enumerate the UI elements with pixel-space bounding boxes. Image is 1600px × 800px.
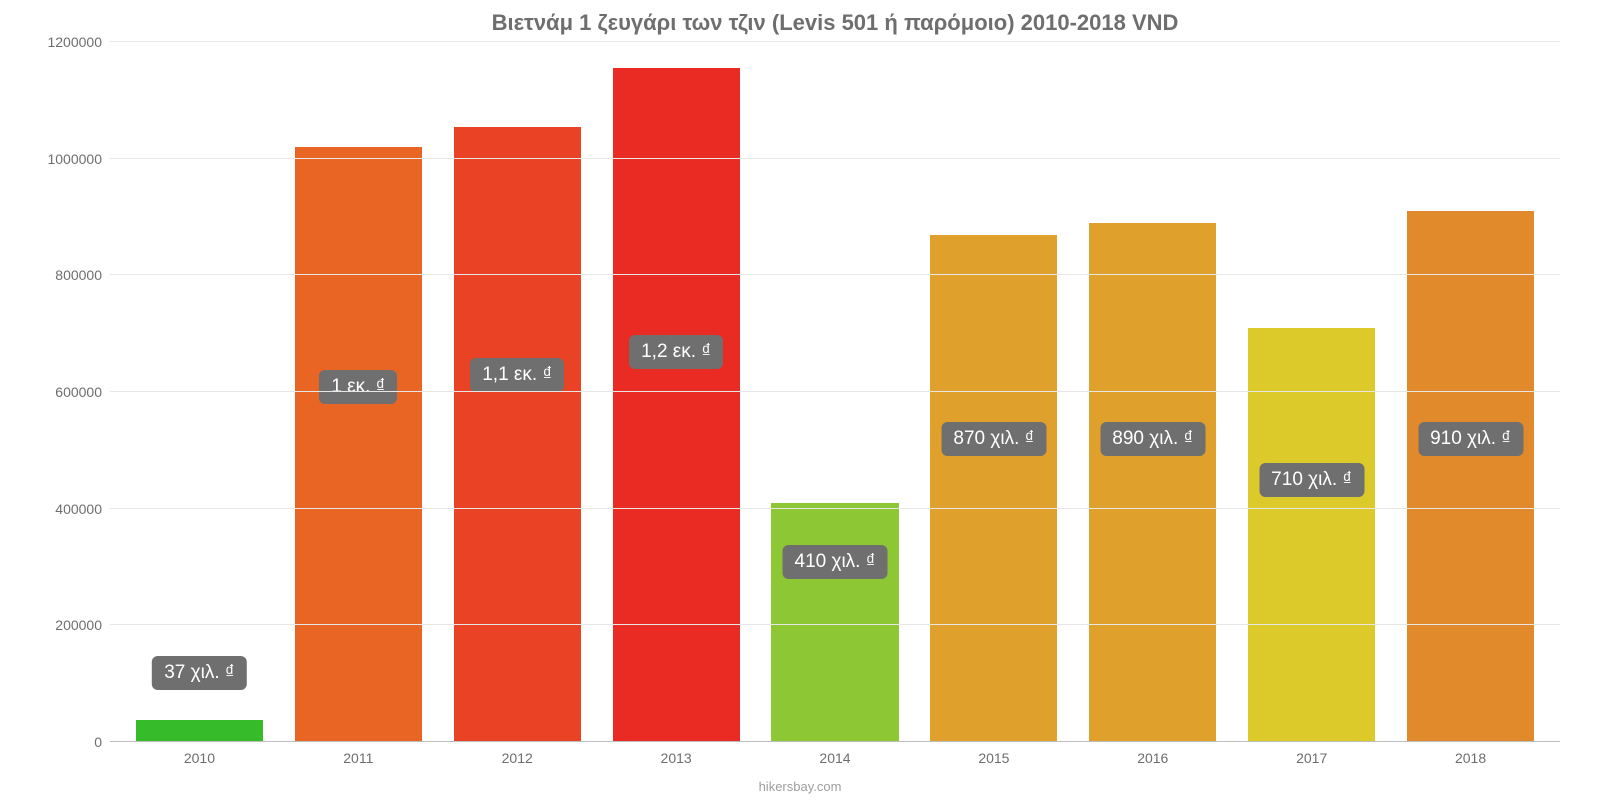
- gridline: [110, 391, 1560, 392]
- attribution-text: hikersbay.com: [759, 779, 842, 794]
- y-tick-label: 200000: [55, 617, 110, 633]
- gridline: [110, 158, 1560, 159]
- bar-value-badge: 1 εκ. ₫: [319, 370, 397, 404]
- bar: [771, 503, 898, 742]
- bar-slot: 1,1 εκ. ₫2012: [438, 42, 597, 742]
- bar-slot: 37 χιλ. ₫2010: [120, 42, 279, 742]
- y-tick-label: 1000000: [47, 151, 110, 167]
- x-tick-label: 2015: [978, 750, 1009, 766]
- y-tick-label: 600000: [55, 384, 110, 400]
- bar: [613, 68, 740, 742]
- bar-value-badge: 870 χιλ. ₫: [941, 422, 1046, 456]
- x-tick-label: 2017: [1296, 750, 1327, 766]
- bar: [454, 127, 581, 742]
- bar: [136, 720, 263, 742]
- bar-slot: 910 χιλ. ₫2018: [1391, 42, 1550, 742]
- x-tick-label: 2011: [343, 750, 373, 766]
- bar: [1248, 328, 1375, 742]
- bar: [1089, 223, 1216, 742]
- bar-value-badge: 1,1 εκ. ₫: [470, 358, 564, 392]
- chart-container: Βιετνάμ 1 ζευγάρι των τζιν (Levis 501 ή …: [0, 0, 1600, 800]
- bar-slot: 1,2 εκ. ₫2013: [597, 42, 756, 742]
- bar: [930, 235, 1057, 743]
- plot-area: 37 χιλ. ₫20101 εκ. ₫20111,1 εκ. ₫20121,2…: [110, 42, 1560, 742]
- bar-value-badge: 1,2 εκ. ₫: [629, 335, 723, 369]
- gridline: [110, 41, 1560, 42]
- x-tick-label: 2016: [1137, 750, 1168, 766]
- gridline: [110, 624, 1560, 625]
- y-tick-label: 0: [94, 734, 110, 750]
- bar: [295, 147, 422, 742]
- x-tick-label: 2013: [661, 750, 692, 766]
- bar-slot: 710 χιλ. ₫2017: [1232, 42, 1391, 742]
- bar-value-badge: 37 χιλ. ₫: [152, 656, 246, 690]
- gridline: [110, 274, 1560, 275]
- bar: [1407, 211, 1534, 742]
- bar-value-badge: 910 χιλ. ₫: [1418, 422, 1523, 456]
- x-tick-label: 2012: [502, 750, 533, 766]
- bar-slot: 1 εκ. ₫2011: [279, 42, 438, 742]
- x-tick-label: 2010: [184, 750, 215, 766]
- gridline: [110, 508, 1560, 509]
- bars-group: 37 χιλ. ₫20101 εκ. ₫20111,1 εκ. ₫20121,2…: [110, 42, 1560, 742]
- gridline: [110, 741, 1560, 742]
- chart-title: Βιετνάμ 1 ζευγάρι των τζιν (Levis 501 ή …: [110, 10, 1560, 36]
- bar-slot: 870 χιλ. ₫2015: [914, 42, 1073, 742]
- y-tick-label: 800000: [55, 267, 110, 283]
- bar-slot: 890 χιλ. ₫2016: [1073, 42, 1232, 742]
- y-tick-label: 400000: [55, 501, 110, 517]
- y-tick-label: 1200000: [47, 34, 110, 50]
- bar-value-badge: 710 χιλ. ₫: [1259, 463, 1364, 497]
- x-tick-label: 2014: [819, 750, 850, 766]
- bar-value-badge: 890 χιλ. ₫: [1100, 422, 1205, 456]
- bar-value-badge: 410 χιλ. ₫: [783, 545, 888, 579]
- bar-slot: 410 χιλ. ₫2014: [756, 42, 915, 742]
- x-tick-label: 2018: [1455, 750, 1486, 766]
